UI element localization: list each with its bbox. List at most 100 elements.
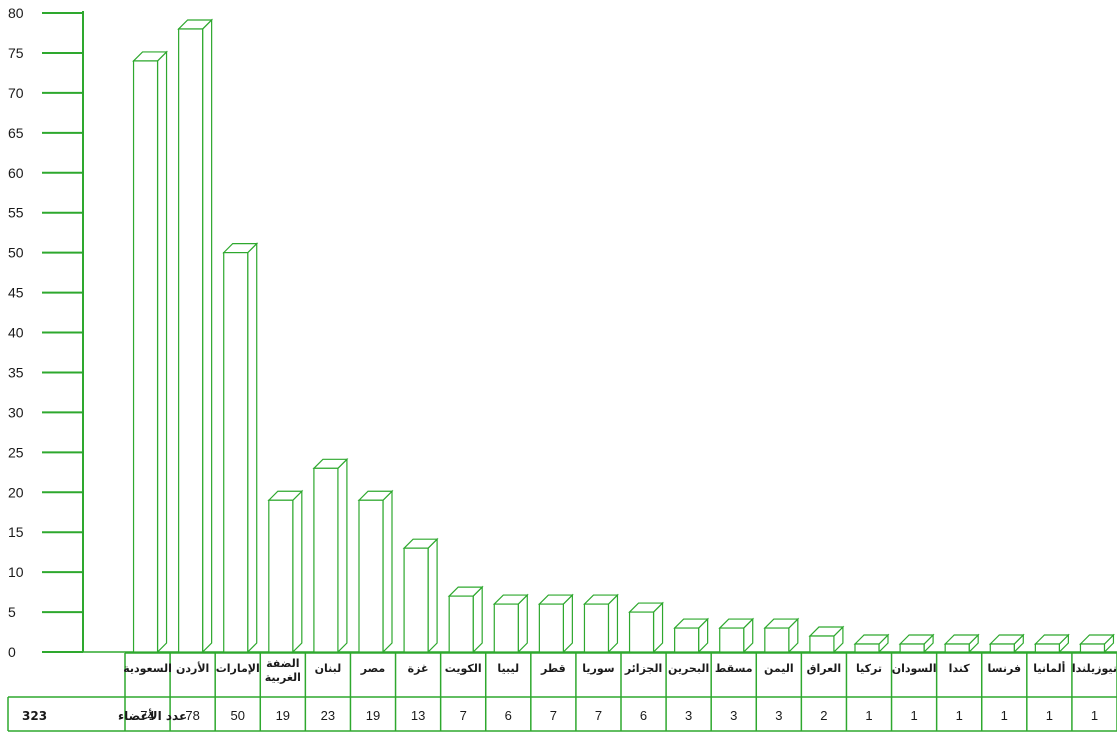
data-label: 50 bbox=[230, 708, 244, 723]
bar-front bbox=[313, 467, 339, 653]
x-tick-label: العراق bbox=[807, 662, 842, 675]
y-tick-label: 60 bbox=[8, 165, 24, 181]
bar bbox=[583, 593, 619, 654]
bar-front bbox=[719, 627, 745, 653]
x-tick-label: السودان bbox=[892, 662, 937, 675]
x-tick-label: نيوزيلندا bbox=[1072, 662, 1117, 675]
data-label: 13 bbox=[411, 708, 425, 723]
x-tick-label: قطر bbox=[540, 662, 566, 675]
data-label: 78 bbox=[185, 708, 199, 723]
bar-side bbox=[517, 593, 528, 654]
x-tick-label: البحرين bbox=[668, 662, 709, 675]
x-tick-label: تركيا bbox=[856, 662, 882, 675]
bar bbox=[853, 633, 890, 654]
data-label: 19 bbox=[366, 708, 380, 723]
data-label: 1 bbox=[910, 708, 917, 723]
x-tick-label: الكويت bbox=[445, 662, 482, 675]
bar-front bbox=[268, 499, 294, 653]
bar-front bbox=[448, 595, 474, 653]
bar-side bbox=[292, 489, 303, 654]
y-tick-label: 45 bbox=[8, 285, 24, 301]
data-label: 7 bbox=[460, 708, 467, 723]
x-tick-label: الإمارات bbox=[216, 662, 260, 675]
x-tick-label: الضفة الغربية bbox=[265, 657, 301, 684]
data-label: 1 bbox=[1091, 708, 1098, 723]
y-tick-label: 65 bbox=[8, 125, 24, 141]
y-tick-label: 70 bbox=[8, 85, 24, 101]
bar bbox=[447, 585, 484, 654]
bar bbox=[177, 18, 214, 654]
y-tick-label: 5 bbox=[8, 604, 16, 620]
data-label: 23 bbox=[321, 708, 335, 723]
x-tick-label: كندا bbox=[949, 662, 971, 675]
bar-side bbox=[382, 489, 393, 654]
bar-front bbox=[1079, 643, 1106, 653]
bar bbox=[628, 601, 664, 654]
bar-front bbox=[628, 611, 655, 653]
x-tick-label: الأردن bbox=[176, 661, 209, 675]
data-label: 6 bbox=[640, 708, 647, 723]
x-tick-label: ليبيا bbox=[497, 662, 519, 675]
bar-front bbox=[583, 603, 610, 653]
x-tick-label: سوريا bbox=[582, 662, 614, 675]
bar-front bbox=[854, 643, 880, 653]
bar bbox=[763, 617, 800, 654]
data-label: 3 bbox=[730, 708, 737, 723]
bar-front bbox=[989, 643, 1015, 653]
bar-front bbox=[764, 627, 790, 653]
data-label: 1 bbox=[865, 708, 872, 723]
bar-front bbox=[493, 603, 519, 653]
y-tick-label: 15 bbox=[8, 524, 24, 540]
total-label: عدد الأعضاء bbox=[118, 708, 187, 723]
x-tick-label: لبنان bbox=[315, 662, 342, 675]
bar bbox=[943, 633, 980, 654]
y-tick-label: 50 bbox=[8, 245, 24, 261]
bar-front bbox=[223, 252, 249, 653]
bar bbox=[718, 617, 755, 654]
bar-front bbox=[1034, 643, 1060, 653]
bar bbox=[808, 625, 845, 654]
data-table: السعودية الأردن الإمارات الضفة الغربية لبنان م… bbox=[7, 652, 1117, 732]
data-label: 6 bbox=[505, 708, 512, 723]
data-label: 19 bbox=[276, 708, 290, 723]
data-label: 2 bbox=[820, 708, 827, 723]
y-tick-label: 35 bbox=[8, 364, 24, 380]
x-tick-label: مسقط bbox=[715, 662, 753, 675]
y-tick-label: 30 bbox=[8, 404, 24, 420]
y-tick-label: 55 bbox=[8, 205, 24, 221]
data-label: 1 bbox=[1001, 708, 1008, 723]
bar bbox=[222, 242, 259, 654]
bar bbox=[267, 489, 304, 654]
x-tick-label: غزة bbox=[408, 662, 429, 675]
bar-side bbox=[337, 457, 348, 654]
x-tick-label: فرنسا bbox=[988, 662, 1022, 675]
y-axis: 0 5 10 15 20 25 30 35 40 45 50 55 60 65 70 75 80 bbox=[8, 5, 1117, 660]
bar-side bbox=[562, 593, 573, 654]
y-tick-label: 20 bbox=[8, 484, 24, 500]
bar-side bbox=[472, 585, 483, 654]
y-tick-label: 10 bbox=[8, 564, 24, 580]
bar-front bbox=[132, 60, 159, 653]
data-label: 74 bbox=[140, 708, 154, 723]
bar-front bbox=[899, 643, 925, 653]
data-label: 3 bbox=[775, 708, 782, 723]
bar bbox=[132, 50, 168, 654]
bar-front bbox=[358, 499, 384, 653]
bar-side bbox=[247, 242, 258, 654]
bar bbox=[1033, 633, 1070, 654]
x-tick-label: ألمانيا bbox=[1033, 661, 1065, 675]
bar-side bbox=[156, 50, 168, 654]
x-tick-label: السعودية bbox=[123, 662, 172, 675]
data-label: 1 bbox=[956, 708, 963, 723]
bar-side bbox=[427, 537, 438, 654]
y-tick-label: 40 bbox=[8, 325, 24, 341]
bar bbox=[673, 617, 710, 654]
y-tick-label: 80 bbox=[8, 5, 24, 21]
bar bbox=[988, 633, 1025, 654]
data-label: 7 bbox=[550, 708, 557, 723]
bar-side bbox=[202, 18, 213, 654]
bar-front bbox=[809, 635, 835, 653]
bar bbox=[898, 633, 935, 654]
total-value: 323 bbox=[22, 709, 47, 723]
